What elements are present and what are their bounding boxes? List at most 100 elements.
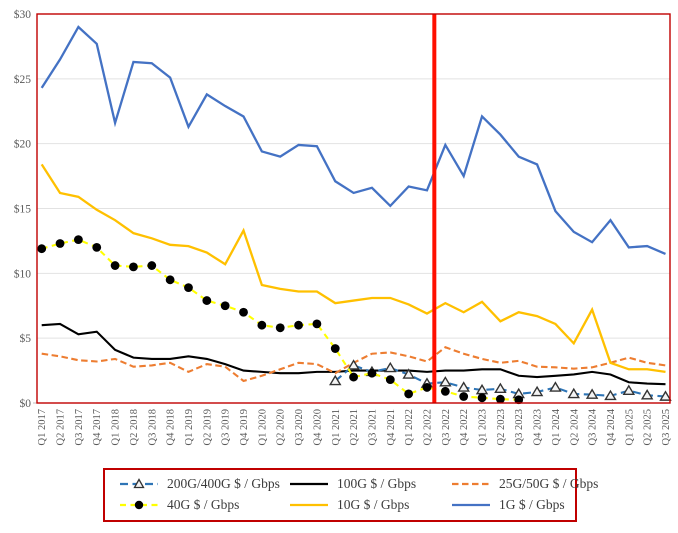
legend-label: 100G $ / Gbps xyxy=(337,476,417,491)
x-tick-label: Q3 2021 xyxy=(367,409,378,445)
x-tick-label: Q4 2024 xyxy=(606,408,617,445)
y-tick-label: $5 xyxy=(20,332,32,345)
y-axis-labels: $0 $5 $10 $15 $20 $25 $30 xyxy=(14,8,32,410)
y-tick-label: $15 xyxy=(14,203,32,216)
x-tick-label: Q1 2024 xyxy=(551,408,562,445)
data-point-triangle xyxy=(439,376,452,387)
gridlines xyxy=(33,78,670,404)
data-point-triangle xyxy=(530,385,544,397)
x-tick-label: Q2 2021 xyxy=(349,409,360,445)
x-tick-label: Q4 2023 xyxy=(533,409,544,445)
x-tick-label: Q2 2022 xyxy=(422,409,433,445)
data-point-circle xyxy=(257,320,267,330)
legend-label: 10G $ / Gbps xyxy=(337,497,410,512)
data-point-triangle xyxy=(622,384,636,395)
x-tick-label: Q1 2020 xyxy=(257,409,268,445)
data-point-circle xyxy=(55,239,65,248)
x-tick-label: Q4 2019 xyxy=(239,409,250,445)
x-tick-label: Q2 2019 xyxy=(202,409,213,445)
x-tick-label: Q2 2018 xyxy=(129,409,140,445)
legend-item: 40G $ / Gbps xyxy=(119,497,289,513)
x-tick-label: Q3 2023 xyxy=(514,409,525,445)
x-tick-label: Q1 2019 xyxy=(184,409,195,445)
data-point-triangle xyxy=(494,382,507,394)
x-tick-label: Q1 2017 xyxy=(37,409,48,445)
x-tick-label: Q2 2023 xyxy=(496,409,507,445)
series-line-10g xyxy=(40,163,666,374)
legend-item: 25G/50G $ / Gbps xyxy=(451,476,598,492)
data-point-triangle xyxy=(604,389,617,401)
legend-label: 1G $ / Gbps xyxy=(499,497,565,512)
x-tick-label: Q1 2025 xyxy=(624,409,635,445)
x-tick-label: Q4 2020 xyxy=(312,409,323,445)
legend-swatch-25g-50g-icon xyxy=(452,482,490,486)
x-tick-label: Q3 2025 xyxy=(661,409,672,445)
data-point-circle xyxy=(73,235,83,245)
data-point-circle xyxy=(312,319,322,329)
legend-item: 10G $ / Gbps xyxy=(289,497,451,513)
legend-label: 25G/50G $ / Gbps xyxy=(499,476,599,491)
data-point-circle xyxy=(349,372,358,382)
legend-item: 100G $ / Gbps xyxy=(289,476,451,492)
data-point-circle xyxy=(184,283,193,292)
data-point-circle xyxy=(514,395,524,405)
legend-swatch-10g-icon xyxy=(290,503,328,507)
data-point-circle xyxy=(459,392,469,401)
legend-swatch-40g-icon xyxy=(120,500,158,510)
data-point-circle xyxy=(147,261,157,270)
legend-label: 200G/400G $ / Gbps xyxy=(167,476,280,491)
x-axis-labels: Q1 2017 Q2 2017 Q3 2017 Q4 2017 Q1 2018 Q2 20… xyxy=(37,408,672,445)
data-point-circle xyxy=(495,394,505,404)
data-point-triangle xyxy=(659,390,672,401)
data-point-circle xyxy=(422,383,432,392)
data-point-triangle xyxy=(640,389,654,400)
x-tick-label: Q1 2018 xyxy=(111,409,122,445)
data-point-circle xyxy=(239,307,248,317)
legend-swatch-200g-400g-icon xyxy=(120,478,158,489)
data-point-circle xyxy=(404,389,414,399)
x-tick-label: Q4 2022 xyxy=(459,409,470,445)
series-lines xyxy=(37,25,672,405)
x-tick-label: Q1 2021 xyxy=(331,409,342,445)
data-point-circle xyxy=(330,344,340,353)
x-tick-label: Q4 2018 xyxy=(166,409,177,445)
x-tick-label: Q3 2024 xyxy=(588,408,599,445)
plot-border xyxy=(36,13,671,404)
data-point-circle xyxy=(92,243,102,252)
data-point-circle xyxy=(220,301,230,311)
x-tick-label: Q3 2018 xyxy=(147,409,158,445)
y-tick-label: $25 xyxy=(14,73,32,86)
series-line-100g xyxy=(41,322,666,386)
data-point-circle xyxy=(477,393,487,403)
y-tick-label: $0 xyxy=(20,397,32,410)
y-tick-label: $10 xyxy=(14,267,32,280)
data-point-triangle xyxy=(457,381,470,392)
x-tick-label: Q3 2020 xyxy=(294,409,305,445)
legend-item: 200G/400G $ / Gbps xyxy=(119,476,289,492)
data-point-triangle xyxy=(329,374,342,386)
data-point-circle xyxy=(275,323,285,333)
x-tick-label: Q2 2025 xyxy=(643,409,654,445)
x-tick-label: Q3 2022 xyxy=(441,409,452,445)
price-chart: $0 $5 $10 $15 $20 $25 $30 Q1 2017 Q2 2017 Q3 201… xyxy=(14,8,672,445)
y-tick-label: $30 xyxy=(14,8,32,21)
x-tick-label: Q4 2021 xyxy=(386,409,397,445)
legend-swatch-100g-icon xyxy=(290,482,328,486)
legend-swatch-1g-icon xyxy=(452,503,490,507)
data-point-circle xyxy=(440,386,450,396)
x-tick-label: Q4 2017 xyxy=(92,409,103,445)
x-tick-label: Q2 2020 xyxy=(276,409,287,445)
x-tick-label: Q1 2023 xyxy=(478,409,489,445)
x-tick-label: Q1 2022 xyxy=(404,409,415,445)
data-point-circle xyxy=(385,375,395,385)
data-point-triangle xyxy=(384,361,397,373)
data-point-triangle xyxy=(549,381,562,392)
data-point-triangle xyxy=(585,388,599,399)
legend-item: 1G $ / Gbps xyxy=(451,497,575,513)
x-tick-label: Q3 2019 xyxy=(221,409,232,445)
data-point-circle xyxy=(294,320,303,330)
data-point-triangle xyxy=(567,387,580,399)
data-point-circle xyxy=(165,275,175,285)
series-line-1g xyxy=(40,25,666,255)
